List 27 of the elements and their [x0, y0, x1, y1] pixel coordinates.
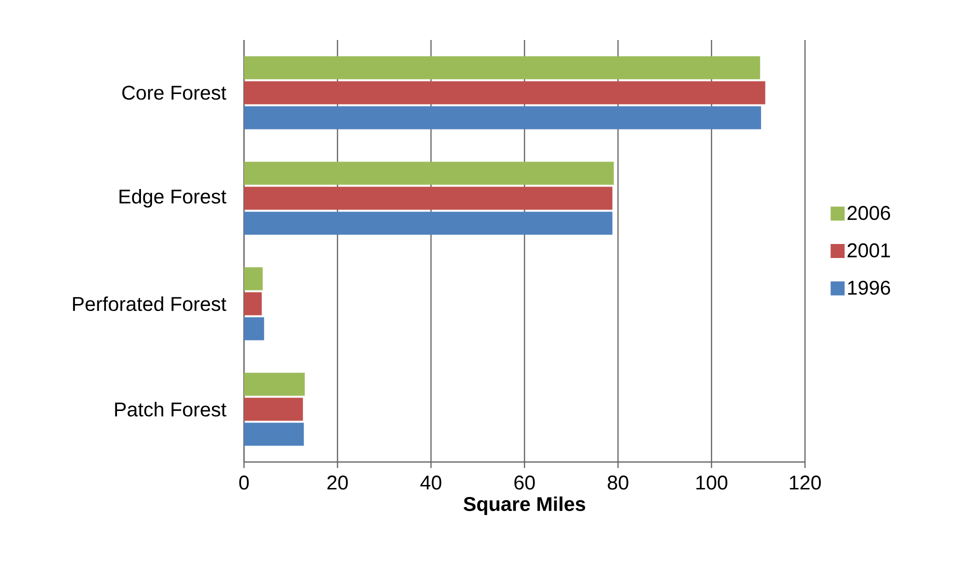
- bar: [244, 317, 264, 340]
- bar: [244, 56, 760, 80]
- bar: [244, 186, 612, 210]
- bar: [244, 292, 262, 316]
- x-tick-label: 100: [696, 476, 728, 490]
- bar: [244, 106, 762, 130]
- bar: [244, 398, 303, 421]
- y-tick-label: Edge Forest: [120, 188, 226, 208]
- legend-label: 2001: [848, 243, 890, 258]
- x-tick-label: 20: [327, 476, 348, 490]
- y-tick-label: Perforated Forest: [73, 296, 226, 312]
- bar: [244, 162, 614, 185]
- legend-label: 2006: [848, 206, 890, 220]
- legend-label: 1996: [848, 280, 890, 295]
- y-tick-label: Core Forest: [122, 86, 226, 100]
- x-tick-label: 0: [239, 476, 249, 490]
- bar: [244, 267, 263, 290]
- bar: [244, 212, 612, 235]
- x-tick-label: 80: [608, 476, 628, 490]
- bar: [244, 372, 305, 396]
- x-tick-label: 120: [790, 476, 821, 490]
- bar: [244, 81, 766, 104]
- x-axis-title: Square Miles: [464, 496, 586, 516]
- y-tick-label: Patch Forest: [115, 402, 226, 417]
- bar: [244, 422, 304, 446]
- x-tick-label: 40: [420, 476, 442, 490]
- x-tick-label: 60: [514, 476, 535, 490]
